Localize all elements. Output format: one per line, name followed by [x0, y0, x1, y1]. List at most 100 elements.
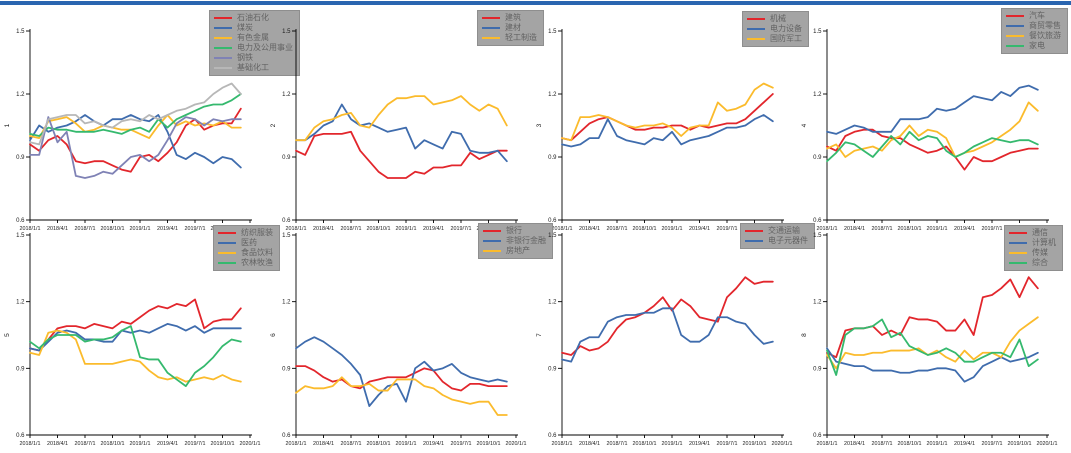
legend-swatch-icon [214, 67, 232, 69]
x-tick-label: 2018/10/1 [633, 441, 657, 447]
x-tick-label: 2018/10/1 [898, 441, 922, 447]
legend-label: 餐饮旅游 [1029, 31, 1061, 40]
x-tick-label: 2018/7/1 [607, 441, 628, 447]
y-tick-label: 0.9 [813, 366, 822, 372]
x-tick-label: 2018/4/1 [579, 226, 600, 232]
legend-label: 食品饮料 [241, 248, 273, 257]
series-line-建材 [295, 103, 508, 163]
y-tick-label: 1.5 [282, 233, 291, 239]
legend-swatch-icon [214, 37, 232, 39]
x-tick-label: 2019/7/1 [185, 226, 206, 232]
x-tick-label: 2019/10/1 [211, 441, 235, 447]
x-tick-label: 2019/10/1 [1008, 441, 1032, 447]
chart-6-canvas: 0.6 0.9 1.2 1.5 2018/1/1 2018/4/1 2018/7/1 2018… [270, 233, 527, 447]
chart-8-canvas: 0.6 0.9 1.2 1.5 2018/1/1 2018/4/1 2018/7/1 2018… [801, 233, 1058, 447]
legend-swatch-icon [745, 240, 763, 242]
x-tick-label: 2018/7/1 [872, 441, 893, 447]
legend-item: 农林牧渔 [218, 258, 273, 268]
series-line-银行 [295, 365, 508, 392]
series-line-电力设备 [561, 114, 774, 148]
legend-swatch-icon [218, 242, 236, 244]
legend-swatch-icon [483, 250, 501, 252]
series-line-农林牧渔 [29, 325, 242, 388]
legend-item: 国防军工 [747, 34, 802, 44]
legend-swatch-icon [1006, 25, 1024, 27]
legend-chart-1: 石油石化 煤炭 有色金属 电力及公用事业 钢铁 基础化工 [209, 10, 300, 76]
y-tick-label: 1.2 [16, 300, 25, 306]
y-axis-title: 5 [4, 333, 11, 337]
x-tick-label: 2018/4/1 [844, 226, 865, 232]
x-tick-label: 2020/1/1 [506, 441, 527, 447]
x-tick-label: 2019/4/1 [954, 226, 975, 232]
series-line-非银行金融 [295, 336, 508, 408]
x-tick-label: 2018/10/1 [367, 226, 391, 232]
chart-7-transport-electronics-group: 0.6 0.9 1.2 1.5 2018/1/1 2018/4/1 2018/7/1 2018… [532, 221, 798, 453]
y-axis-title: 7 [536, 333, 543, 337]
y-tick-label: 0.9 [282, 366, 291, 372]
legend-item: 食品饮料 [218, 248, 273, 258]
y-tick-label: 0.6 [548, 433, 557, 439]
legend-swatch-icon [1009, 232, 1027, 234]
legend-label: 银行 [506, 226, 522, 235]
y-tick-label: 0.9 [16, 155, 25, 161]
x-tick-label: 2018/1/1 [817, 226, 838, 232]
chart-7-canvas: 0.6 0.9 1.2 1.5 2018/1/1 2018/4/1 2018/7/1 2018… [536, 233, 793, 447]
legend-label: 电子元器件 [768, 236, 808, 245]
legend-chart-2: 建筑 建材 轻工制造 [477, 10, 544, 46]
x-tick-label: 2018/4/1 [579, 441, 600, 447]
series-line-计算机 [826, 347, 1039, 383]
legend-swatch-icon [214, 17, 232, 19]
y-tick-label: 1.5 [813, 29, 822, 35]
legend-swatch-icon [1006, 15, 1024, 17]
legend-label: 电力及公用事业 [237, 43, 293, 52]
legend-label: 建筑 [505, 13, 521, 22]
x-tick-label: 2019/7/1 [185, 441, 206, 447]
y-tick-label: 0.6 [282, 433, 291, 439]
legend-label: 非银行金融 [506, 236, 546, 245]
series-line-煤炭 [29, 114, 242, 169]
y-axis-title: 1 [4, 123, 11, 127]
x-tick-label: 2019/1/1 [130, 226, 151, 232]
series-line-纺织服装 [29, 298, 242, 352]
y-tick-label: 0.9 [282, 155, 291, 161]
x-tick-label: 2018/10/1 [367, 441, 391, 447]
legend-swatch-icon [483, 240, 501, 242]
legend-item: 汽车 [1006, 11, 1061, 21]
x-tick-label: 2019/1/1 [662, 441, 683, 447]
x-tick-label: 2019/1/1 [396, 226, 417, 232]
series-line-机械 [561, 93, 774, 142]
x-tick-label: 2019/7/1 [982, 441, 1003, 447]
legend-item: 纺织服装 [218, 228, 273, 238]
legend-label: 机械 [770, 14, 786, 23]
x-tick-label: 2020/1/1 [1037, 441, 1058, 447]
y-tick-label: 1.2 [548, 300, 557, 306]
legend-label: 有色金属 [237, 33, 269, 42]
x-tick-label: 2018/7/1 [341, 226, 362, 232]
x-tick-label: 2018/1/1 [20, 226, 41, 232]
chart-4-auto-retail-group: 0.6 0.9 1.2 1.5 2018/1/1 2018/4/1 2018/7/1 2018… [797, 4, 1063, 236]
series-line-家电 [826, 130, 1039, 163]
x-tick-label: 2020/1/1 [772, 441, 793, 447]
x-tick-label: 2019/1/1 [130, 441, 151, 447]
legend-chart-6: 银行 非银行金融 房地产 [478, 223, 553, 259]
series-line-房地产 [295, 376, 508, 416]
x-tick-label: 2019/7/1 [717, 226, 738, 232]
x-tick-label: 2018/1/1 [20, 441, 41, 447]
legend-label: 石油石化 [237, 13, 269, 22]
legend-swatch-icon [747, 38, 765, 40]
legend-label: 纺织服装 [241, 228, 273, 237]
legend-label: 国防军工 [770, 34, 802, 43]
y-tick-label: 0.9 [813, 155, 822, 161]
x-tick-label: 2018/1/1 [552, 226, 573, 232]
x-tick-label: 2018/7/1 [75, 226, 96, 232]
legend-item: 基础化工 [214, 63, 293, 73]
legend-swatch-icon [214, 57, 232, 59]
x-tick-label: 2018/7/1 [872, 226, 893, 232]
x-tick-label: 2019/1/1 [927, 226, 948, 232]
legend-swatch-icon [218, 232, 236, 234]
y-axis-title: 3 [536, 123, 543, 127]
chart-5-textile-pharma-group: 0.6 0.9 1.2 1.5 2018/1/1 2018/4/1 2018/7/1 2018… [0, 221, 266, 453]
legend-swatch-icon [1006, 35, 1024, 37]
legend-swatch-icon [747, 18, 765, 20]
